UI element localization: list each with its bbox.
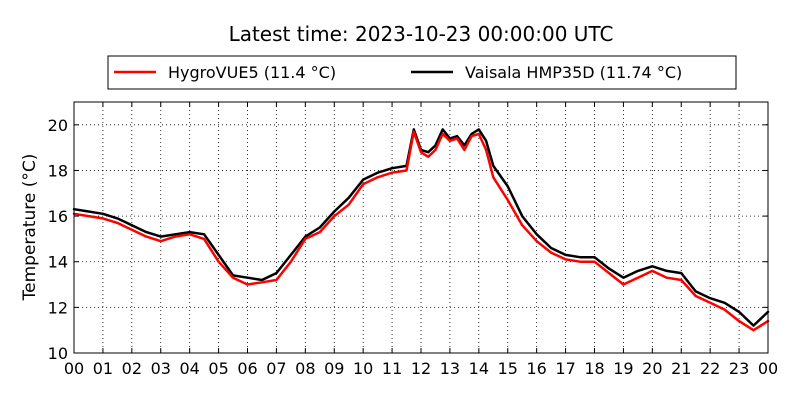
x-tick-label: 21: [671, 359, 691, 378]
x-tick-label: 11: [382, 359, 402, 378]
x-tick-label: 00: [758, 359, 778, 378]
x-tick-label: 20: [642, 359, 662, 378]
x-tick-label: 01: [93, 359, 113, 378]
legend: HygroVUE5 (11.4 °C) Vaisala HMP35D (11.74…: [107, 55, 737, 90]
x-tick-label: 09: [324, 359, 344, 378]
x-tick-label: 17: [555, 359, 575, 378]
x-tick-label: 18: [584, 359, 604, 378]
x-tick-label: 07: [266, 359, 286, 378]
y-tick-label: 10: [48, 344, 68, 363]
y-tick-label: 14: [48, 253, 68, 272]
legend-label-1: Vaisala HMP35D (11.74 °C): [465, 63, 682, 82]
x-tick-label: 22: [700, 359, 720, 378]
axis-ticks: 00 01 02 03 04 05 06 07 08 09 10 11 12 13 14 15 16 17 18 19…: [48, 102, 778, 378]
x-tick-label: 03: [151, 359, 171, 378]
x-tick-label: 23: [729, 359, 749, 378]
x-tick-label: 19: [613, 359, 633, 378]
legend-label-0: HygroVUE5 (11.4 °C): [168, 63, 336, 82]
x-tick-label: 12: [411, 359, 431, 378]
x-tick-label: 04: [179, 359, 199, 378]
x-tick-label: 14: [469, 359, 489, 378]
chart-title: Latest time: 2023-10-23 00:00:00 UTC: [229, 22, 614, 46]
x-tick-label: 15: [498, 359, 518, 378]
series-line-1: [72, 128, 770, 327]
x-tick-label: 05: [208, 359, 228, 378]
x-tick-label: 13: [440, 359, 460, 378]
series-lines: [72, 128, 770, 332]
x-tick-label: 02: [122, 359, 142, 378]
x-tick-label: 00: [64, 359, 84, 378]
plot-area-frame: [73, 101, 769, 354]
y-axis-label: Temperature (°C): [20, 154, 40, 302]
y-tick-label: 12: [48, 298, 68, 317]
x-tick-label: 10: [353, 359, 373, 378]
grid: [74, 102, 768, 353]
x-tick-label: 16: [526, 359, 546, 378]
x-tick-label: 08: [295, 359, 315, 378]
series-line-0: [72, 130, 770, 332]
y-tick-label: 18: [48, 161, 68, 180]
x-tick-label: 06: [237, 359, 257, 378]
y-tick-label: 16: [48, 207, 68, 226]
y-tick-label: 20: [48, 116, 68, 135]
